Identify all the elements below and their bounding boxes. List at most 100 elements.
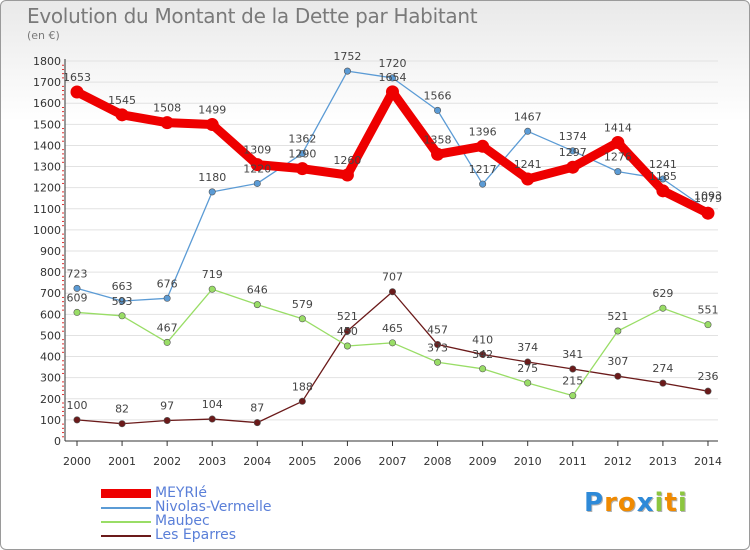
data-point	[569, 365, 577, 373]
data-label: 593	[112, 295, 133, 308]
data-label: 521	[337, 310, 358, 323]
y-tick-label: 500	[40, 329, 61, 342]
data-label: 1499	[198, 104, 226, 117]
data-label: 1358	[424, 133, 452, 146]
data-point	[701, 206, 715, 220]
y-tick-label: 1300	[33, 161, 61, 174]
data-point	[343, 327, 351, 335]
data-point	[205, 118, 219, 132]
y-tick-label: 600	[40, 308, 61, 321]
x-tick-label: 2007	[378, 455, 406, 468]
data-point	[118, 312, 126, 320]
data-point	[521, 172, 535, 186]
x-tick-label: 2008	[424, 455, 452, 468]
data-label: 374	[517, 341, 538, 354]
data-label: 342	[472, 348, 493, 361]
x-tick-label: 2004	[243, 455, 271, 468]
chart-subtitle: (en €)	[27, 29, 60, 42]
data-point	[163, 338, 171, 346]
data-point	[298, 315, 306, 323]
data-label: 1217	[469, 163, 497, 176]
data-label: 307	[607, 355, 628, 368]
data-label: 609	[67, 291, 88, 304]
data-point	[295, 162, 309, 176]
data-label: 707	[382, 271, 403, 284]
data-point	[298, 397, 306, 405]
data-label: 1374	[559, 130, 587, 143]
legend-item: Les Eparres	[101, 528, 236, 543]
data-label: 1653	[63, 71, 91, 84]
data-point	[115, 108, 129, 122]
data-point	[656, 184, 670, 198]
data-label: 663	[112, 280, 133, 293]
y-tick-label: 1600	[33, 97, 61, 110]
y-tick-label: 1500	[33, 118, 61, 131]
data-label: 1079	[694, 192, 722, 205]
data-point	[208, 415, 216, 423]
data-point	[434, 358, 442, 366]
x-tick-label: 2014	[694, 455, 722, 468]
data-point	[343, 67, 351, 75]
legend-item: Maubec	[101, 514, 210, 529]
data-point	[434, 341, 442, 349]
data-label: 1276	[604, 151, 632, 164]
data-point	[434, 106, 442, 114]
data-point	[340, 168, 354, 182]
data-label: 1290	[288, 148, 316, 161]
proxiti-logo: Proxiti	[584, 488, 688, 518]
data-label: 1220	[243, 162, 271, 175]
data-label: 1297	[559, 146, 587, 159]
x-tick-label: 2001	[108, 455, 136, 468]
data-label: 1508	[153, 102, 181, 115]
data-label: 467	[157, 321, 178, 334]
data-label: 82	[115, 403, 129, 416]
data-label: 1180	[198, 171, 226, 184]
data-point	[614, 372, 622, 380]
x-tick-label: 2013	[649, 455, 677, 468]
legend-swatch	[101, 489, 151, 498]
x-tick-label: 2012	[604, 455, 632, 468]
chart-title: Evolution du Montant de la Dette par Hab…	[27, 4, 478, 28]
y-tick-label: 1400	[33, 139, 61, 152]
data-point	[524, 127, 532, 135]
y-tick-label: 300	[40, 372, 61, 385]
x-tick-label: 2005	[288, 455, 316, 468]
data-label: 723	[67, 267, 88, 280]
data-label: 1093	[694, 189, 722, 202]
data-point	[73, 416, 81, 424]
data-point	[208, 285, 216, 293]
legend-swatch	[101, 534, 151, 537]
data-label: 100	[67, 399, 88, 412]
x-tick-label: 2003	[198, 455, 226, 468]
data-point	[388, 339, 396, 347]
data-label: 1362	[288, 132, 316, 145]
data-label: 97	[160, 400, 174, 413]
data-label: 450	[337, 325, 358, 338]
data-label: 1566	[424, 89, 452, 102]
data-point	[704, 387, 712, 395]
data-label: 1185	[649, 170, 677, 183]
data-point	[253, 179, 261, 187]
data-point	[614, 327, 622, 335]
data-label: 521	[607, 310, 628, 323]
data-label: 104	[202, 398, 223, 411]
x-tick-label: 2000	[63, 455, 91, 468]
data-label: 646	[247, 284, 268, 297]
data-label: 1752	[333, 50, 361, 63]
data-point	[388, 288, 396, 296]
data-point	[614, 168, 622, 176]
data-point	[524, 379, 532, 387]
data-label: 629	[652, 287, 673, 300]
data-label: 1654	[378, 71, 406, 84]
x-tick-label: 2011	[559, 455, 587, 468]
data-label: 373	[427, 341, 448, 354]
data-label: 274	[652, 362, 673, 375]
y-tick-label: 900	[40, 245, 61, 258]
data-point	[163, 294, 171, 302]
data-point	[611, 135, 625, 149]
y-tick-label: 0	[54, 435, 61, 448]
data-label: 1545	[108, 94, 136, 107]
y-tick-label: 700	[40, 287, 61, 300]
data-label: 579	[292, 298, 313, 311]
y-tick-label: 1800	[33, 55, 61, 68]
